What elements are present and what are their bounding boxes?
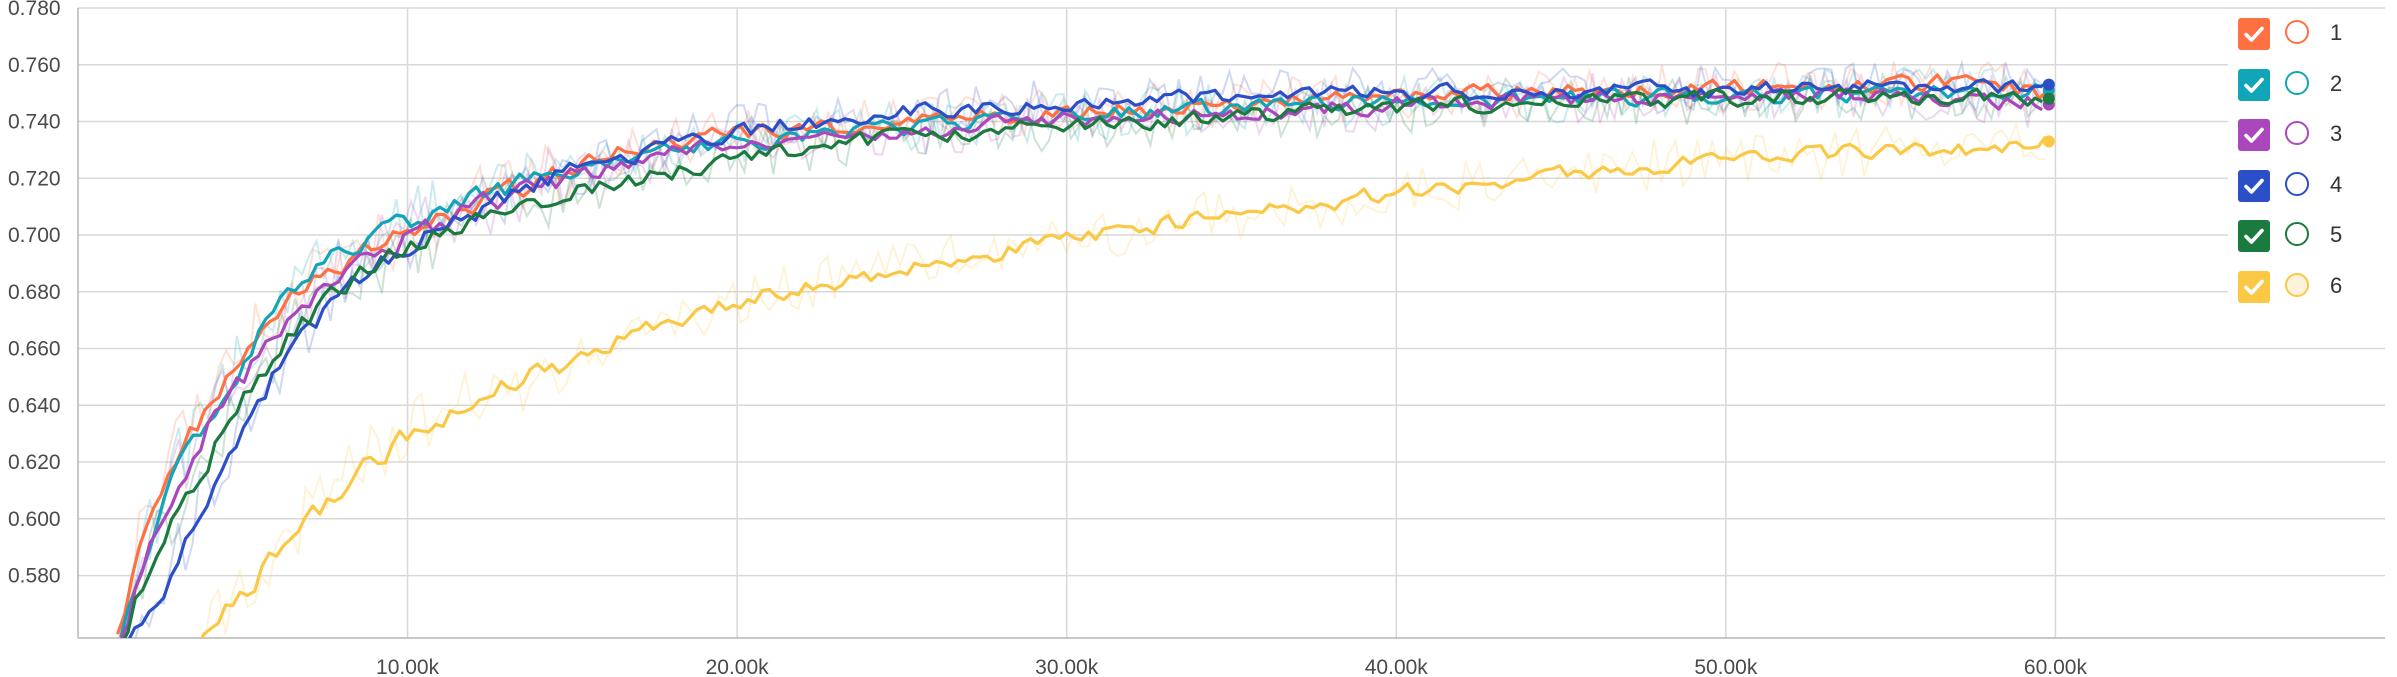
series-raw-line: [121, 69, 2044, 638]
series-end-point: [2042, 135, 2055, 148]
y-tick-labels: 0.580 0.600 0.620 0.640 0.660 0.680 0.700 0.720…: [8, 0, 61, 588]
legend-label: 1: [2330, 20, 2343, 45]
legend-label: 6: [2330, 272, 2343, 298]
legend-color-circle-icon[interactable]: [2285, 70, 2309, 95]
legend-color-circle-icon[interactable]: [2285, 121, 2309, 145]
checkmark-icon: [2244, 77, 2264, 93]
legend-color-circle-icon[interactable]: [2285, 222, 2309, 246]
x-tick-label: 20.00k: [706, 656, 770, 677]
y-tick-label: 0.580: [8, 565, 61, 588]
series-line: [119, 83, 2043, 638]
x-tick-label: 60.00k: [2024, 656, 2088, 677]
legend-item[interactable]: 3: [2238, 115, 2378, 155]
series-line: [119, 87, 2044, 638]
series-smoothed-lines: [115, 73, 2050, 638]
checkmark-icon: [2244, 26, 2264, 42]
y-tick-label: 0.740: [8, 111, 61, 134]
legend-item[interactable]: 2: [2238, 65, 2378, 105]
y-tick-label: 0.680: [8, 281, 61, 304]
x-tick-label: 10.00k: [376, 656, 440, 677]
checkmark-icon: [2244, 228, 2264, 244]
series-raw-line: [196, 120, 2046, 638]
checkmark-icon: [2244, 127, 2264, 143]
legend-checkbox[interactable]: [2238, 270, 2270, 303]
checkmark-icon: [2244, 279, 2264, 295]
legend-checkbox[interactable]: [2238, 169, 2270, 202]
legend-checkbox[interactable]: [2238, 18, 2270, 50]
y-tick-label: 0.720: [8, 167, 61, 190]
series-end-point: [2042, 92, 2055, 105]
legend-label: 2: [2330, 70, 2343, 96]
y-tick-label: 0.780: [8, 0, 61, 20]
series-line: [123, 87, 2043, 638]
series-line: [200, 136, 2047, 638]
y-tick-label: 0.700: [8, 224, 61, 247]
x-tick-label: 50.00k: [1694, 656, 1758, 677]
legend-color-circle-icon[interactable]: [2285, 171, 2309, 196]
legend-color-circle-icon[interactable]: [2285, 20, 2309, 44]
series-raw-line: [120, 71, 2044, 638]
legend-checkbox[interactable]: [2238, 119, 2270, 151]
y-gridlines: [78, 7, 2385, 577]
y-tick-label: 0.620: [8, 451, 61, 474]
series-line: [127, 78, 2050, 638]
legend-item[interactable]: 1: [2238, 14, 2378, 54]
legend-checkbox[interactable]: [2238, 220, 2270, 252]
y-tick-label: 0.640: [8, 394, 61, 417]
series-raw-line: [121, 66, 2043, 638]
legend-label: 3: [2330, 121, 2343, 146]
y-tick-label: 0.660: [8, 338, 61, 361]
y-tick-label: 0.760: [8, 54, 61, 77]
series-end-point: [2042, 78, 2055, 91]
series-raw-line: [117, 61, 2047, 638]
legend-item[interactable]: 5: [2238, 216, 2378, 256]
series-raw-line: [134, 59, 2050, 638]
legend-label: 5: [2330, 222, 2343, 247]
x-tick-label: 30.00k: [1035, 656, 1099, 677]
legend: 1 2 3 4 5 6: [2228, 14, 2388, 314]
legend-label: 4: [2330, 171, 2343, 197]
x-tick-labels: 10.00k 20.00k 30.00k 40.00k 50.00k 60.00k: [376, 656, 2087, 677]
series-end-markers: [2042, 78, 2055, 148]
checkmark-icon: [2244, 178, 2264, 194]
legend-checkbox[interactable]: [2238, 68, 2270, 101]
series-line: [115, 73, 2048, 635]
legend-item[interactable]: 6: [2238, 267, 2378, 307]
legend-color-circle-icon[interactable]: [2285, 272, 2309, 297]
y-tick-label: 0.600: [8, 508, 61, 531]
x-tick-label: 40.00k: [1365, 656, 1429, 677]
legend-item[interactable]: 4: [2238, 166, 2378, 206]
